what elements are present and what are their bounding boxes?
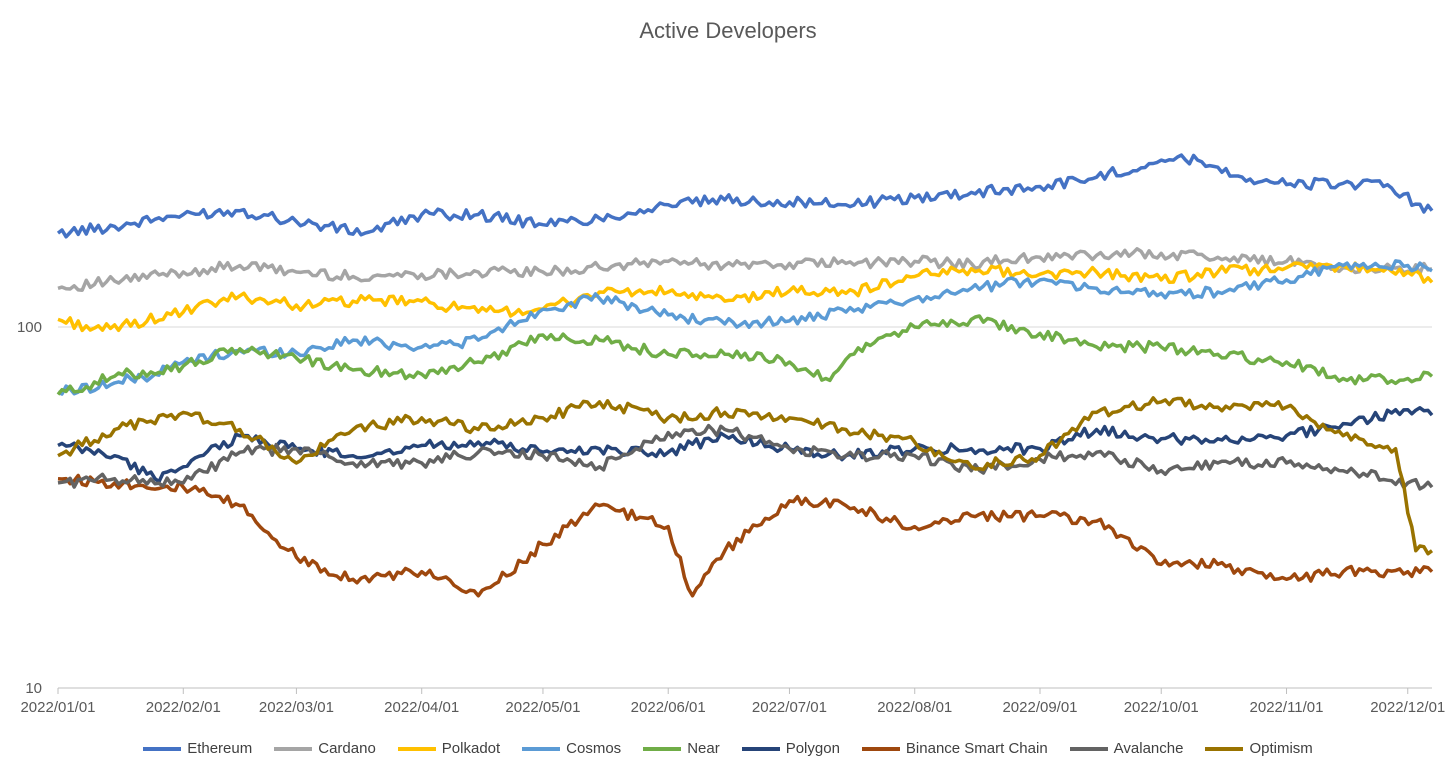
x-tick-label: 2022/08/01 bbox=[877, 699, 952, 716]
series-line-polygon bbox=[57, 406, 1434, 484]
legend-item: Near bbox=[643, 740, 720, 757]
legend-item: Cardano bbox=[274, 740, 376, 757]
series-line-binance-smart-chain bbox=[57, 473, 1434, 598]
legend-swatch bbox=[741, 746, 780, 751]
chart-legend: Ethereum Cardano Polkadot Cosmos Near Polygon… bbox=[0, 740, 1456, 757]
chart-title: Active Developers bbox=[639, 18, 817, 43]
x-tick-label: 2022/09/01 bbox=[1002, 699, 1077, 716]
legend-label: Cardano bbox=[318, 740, 376, 757]
legend-label: Ethereum bbox=[187, 740, 253, 757]
legend-swatch bbox=[643, 746, 682, 751]
y-tick-label: 100 bbox=[17, 319, 42, 336]
legend-label: Binance Smart Chain bbox=[905, 740, 1048, 757]
legend-item: Polygon bbox=[741, 740, 840, 757]
series-line-optimism bbox=[57, 396, 1434, 556]
legend-item: Polkadot bbox=[397, 740, 501, 757]
legend-label: Avalanche bbox=[1113, 740, 1184, 757]
x-tick-label: 2022/11/01 bbox=[1250, 699, 1324, 716]
series-line-near bbox=[56, 314, 1434, 396]
legend-label: Cosmos bbox=[566, 740, 622, 757]
x-tick-label: 2022/03/01 bbox=[259, 699, 334, 716]
x-tick-label: 2022/10/01 bbox=[1124, 699, 1199, 716]
x-tick-label: 2022/04/01 bbox=[384, 699, 459, 716]
legend-item: Binance Smart Chain bbox=[861, 740, 1048, 757]
legend-label: Polygon bbox=[785, 740, 840, 757]
legend-swatch bbox=[522, 746, 561, 751]
legend-swatch bbox=[861, 746, 900, 751]
x-tick-label: 2022/02/01 bbox=[146, 699, 221, 716]
legend-label: Near bbox=[687, 740, 720, 757]
x-tick-label: 2022/01/01 bbox=[20, 699, 95, 716]
series-line-ethereum bbox=[56, 153, 1434, 239]
series-line-polkadot bbox=[57, 261, 1434, 333]
x-tick-label: 2022/07/01 bbox=[752, 699, 827, 716]
x-tick-label: 2022/12/01 bbox=[1370, 699, 1445, 716]
legend-label: Optimism bbox=[1249, 740, 1313, 757]
x-tick-label: 2022/05/01 bbox=[505, 699, 580, 716]
x-tick-label: 2022/06/01 bbox=[631, 699, 706, 716]
legend-item: Cosmos bbox=[522, 740, 621, 757]
legend-label: Polkadot bbox=[441, 740, 501, 757]
legend-swatch bbox=[143, 746, 182, 751]
legend-item: Avalanche bbox=[1069, 740, 1184, 757]
series-line-avalanche bbox=[57, 423, 1434, 491]
legend-swatch bbox=[274, 746, 313, 751]
legend-item: Optimism bbox=[1205, 740, 1313, 757]
legend-item: Ethereum bbox=[143, 740, 252, 757]
legend-swatch bbox=[1069, 746, 1108, 751]
series-line-cardano bbox=[57, 247, 1433, 292]
y-tick-label: 10 bbox=[25, 680, 42, 697]
legend-swatch bbox=[397, 746, 436, 751]
legend-swatch bbox=[1205, 746, 1244, 751]
